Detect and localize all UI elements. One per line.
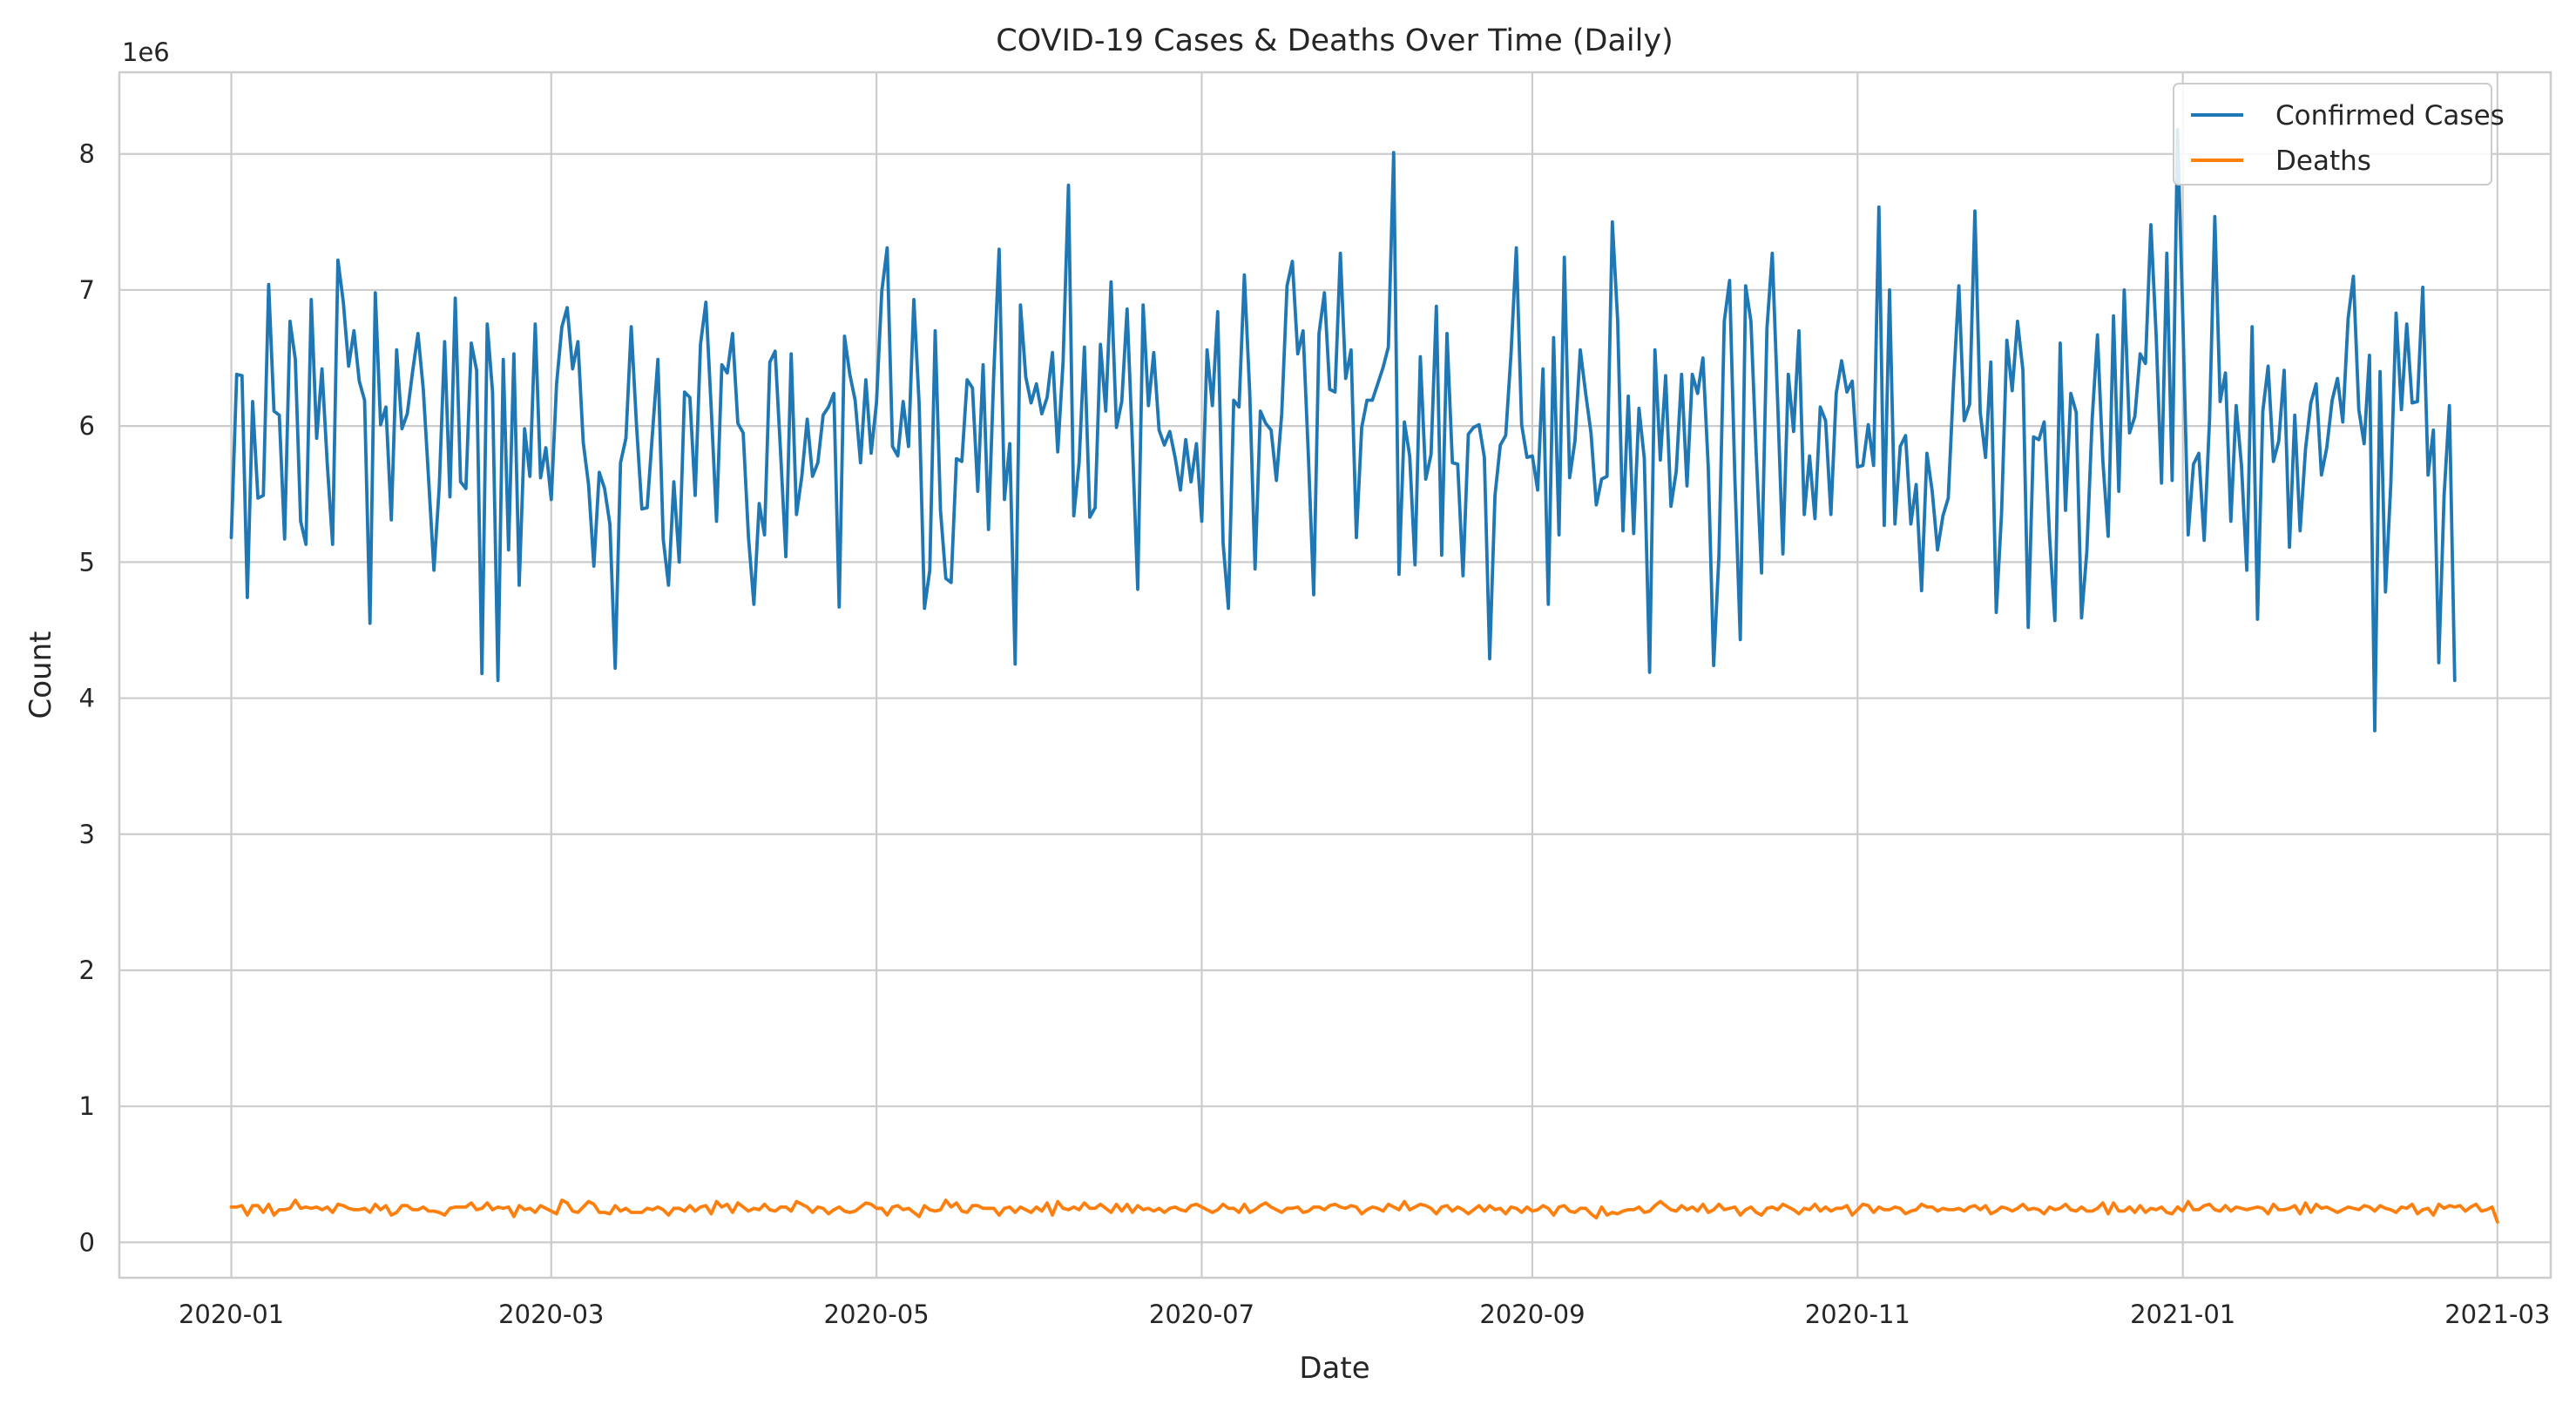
x-tick-label: 2020-11: [1805, 1300, 1910, 1329]
chart-title: COVID-19 Cases & Deaths Over Time (Daily…: [996, 24, 1673, 58]
x-tick-label: 2021-01: [2130, 1300, 2235, 1329]
legend-label-deaths: Deaths: [2275, 145, 2371, 177]
y-tick-label: 0: [79, 1227, 95, 1257]
y-axis-label: Count: [24, 631, 58, 719]
y-tick-label: 1: [79, 1091, 95, 1121]
legend: Confirmed Cases Deaths: [2173, 83, 2505, 186]
gridlines: [119, 72, 2551, 1278]
series-line-deaths: [229, 1198, 2499, 1224]
x-tick-label: 2021-03: [2444, 1300, 2550, 1329]
x-tick-labels: 2020-01 2020-03 2020-05 2020-07 2020-09 2020-…: [179, 1300, 2550, 1329]
x-tick-label: 2020-07: [1149, 1300, 1254, 1329]
y-tick-label: 4: [79, 684, 95, 713]
y-tick-label: 5: [79, 547, 95, 577]
y-tick-label: 3: [79, 820, 95, 849]
x-tick-label: 2020-09: [1479, 1300, 1585, 1329]
series-lines: [229, 127, 2499, 1224]
y-tick-label: 6: [79, 411, 95, 441]
series-line-confirmed-cases: [229, 127, 2457, 733]
plot-frame: [118, 71, 2552, 1279]
y-tick-label: 2: [79, 955, 95, 985]
x-tick-label: 2020-05: [824, 1300, 930, 1329]
y-tick-labels: 0 1 2 3 4 5 6 7 8: [79, 139, 95, 1258]
y-offset-label: 1e6: [122, 37, 170, 67]
legend-box: [2173, 83, 2492, 186]
y-tick-label: 8: [79, 139, 95, 169]
x-tick-label: 2020-01: [179, 1300, 284, 1329]
x-tick-label: 2020-03: [498, 1300, 604, 1329]
x-axis-label: Date: [1299, 1351, 1369, 1386]
y-tick-label: 7: [79, 275, 95, 305]
legend-label-confirmed-cases: Confirmed Cases: [2275, 100, 2505, 132]
